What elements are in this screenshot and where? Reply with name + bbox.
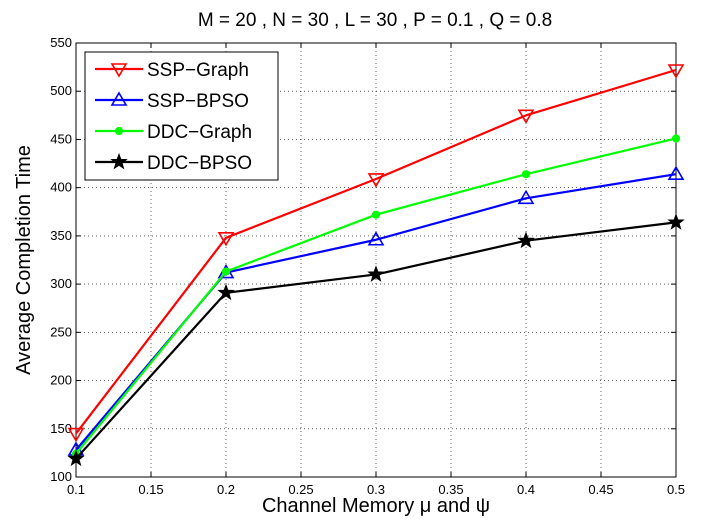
data-point	[667, 64, 685, 79]
y-tick-label: 200	[50, 373, 72, 388]
data-point	[217, 232, 235, 247]
y-tick-label: 400	[50, 180, 72, 195]
legend-marker	[114, 126, 124, 136]
data-point	[371, 210, 381, 219]
y-tick-label: 150	[50, 421, 72, 436]
data-point	[367, 173, 385, 188]
x-tick-label: 0.5	[667, 482, 685, 497]
x-tick-label: 0.35	[438, 482, 463, 497]
legend-label: DDC−BPSO	[147, 153, 252, 174]
x-tick-label: 0.1	[67, 482, 85, 497]
data-point	[367, 265, 385, 282]
series-ssp-graph	[67, 64, 685, 443]
data-point	[67, 427, 85, 443]
x-tick-label: 0.3	[367, 482, 385, 497]
legend-label: DDC−Graph	[147, 122, 252, 143]
series-line	[75, 68, 677, 435]
data-point	[367, 231, 385, 246]
data-point	[221, 267, 231, 276]
axes: 0.1 0.15 0.2 0.25 0.3 0.35 0.4 0.45 0.5 100 150 200…	[50, 35, 685, 497]
y-tick-label: 500	[50, 83, 72, 98]
data-point	[667, 165, 685, 180]
y-axis-title: Average Completion Time	[13, 145, 35, 375]
y-tick-label: 550	[50, 35, 72, 50]
x-axis-title: Channel Memory μ and ψ	[262, 495, 490, 517]
data-point	[217, 283, 235, 301]
y-tick-label: 450	[50, 131, 72, 146]
y-tick-label: 300	[50, 276, 72, 291]
data-point	[517, 109, 535, 124]
data-point	[521, 170, 531, 179]
legend: SSP−Graph SSP−BPSO DDC−Graph DDC−BPSO	[84, 51, 279, 181]
legend-marker	[110, 91, 128, 106]
data-point	[517, 231, 535, 249]
x-tick-label: 0.4	[517, 482, 535, 497]
legend-marker	[110, 152, 128, 170]
data-point	[671, 134, 681, 143]
x-tick-label: 0.45	[588, 482, 613, 497]
data-point	[667, 213, 685, 230]
y-tick-label: 100	[50, 469, 72, 484]
series-layer	[67, 64, 685, 467]
chart-title: M = 20 , N = 30 , L = 30 , P = 0.1 , Q =…	[198, 10, 552, 31]
x-tick-label: 0.25	[288, 482, 313, 497]
y-tick-label: 250	[50, 324, 72, 339]
y-tick-label: 350	[50, 228, 72, 243]
x-tick-label: 0.2	[217, 482, 235, 497]
x-tick-label: 0.15	[138, 482, 163, 497]
data-point	[67, 449, 85, 467]
legend-marker	[110, 63, 128, 78]
series-ddc-graph	[71, 134, 681, 458]
legend-label: SSP−Graph	[147, 60, 249, 81]
data-point	[517, 189, 535, 205]
legend-label: SSP−BPSO	[147, 91, 249, 112]
series-ddc-bpso	[67, 213, 685, 467]
